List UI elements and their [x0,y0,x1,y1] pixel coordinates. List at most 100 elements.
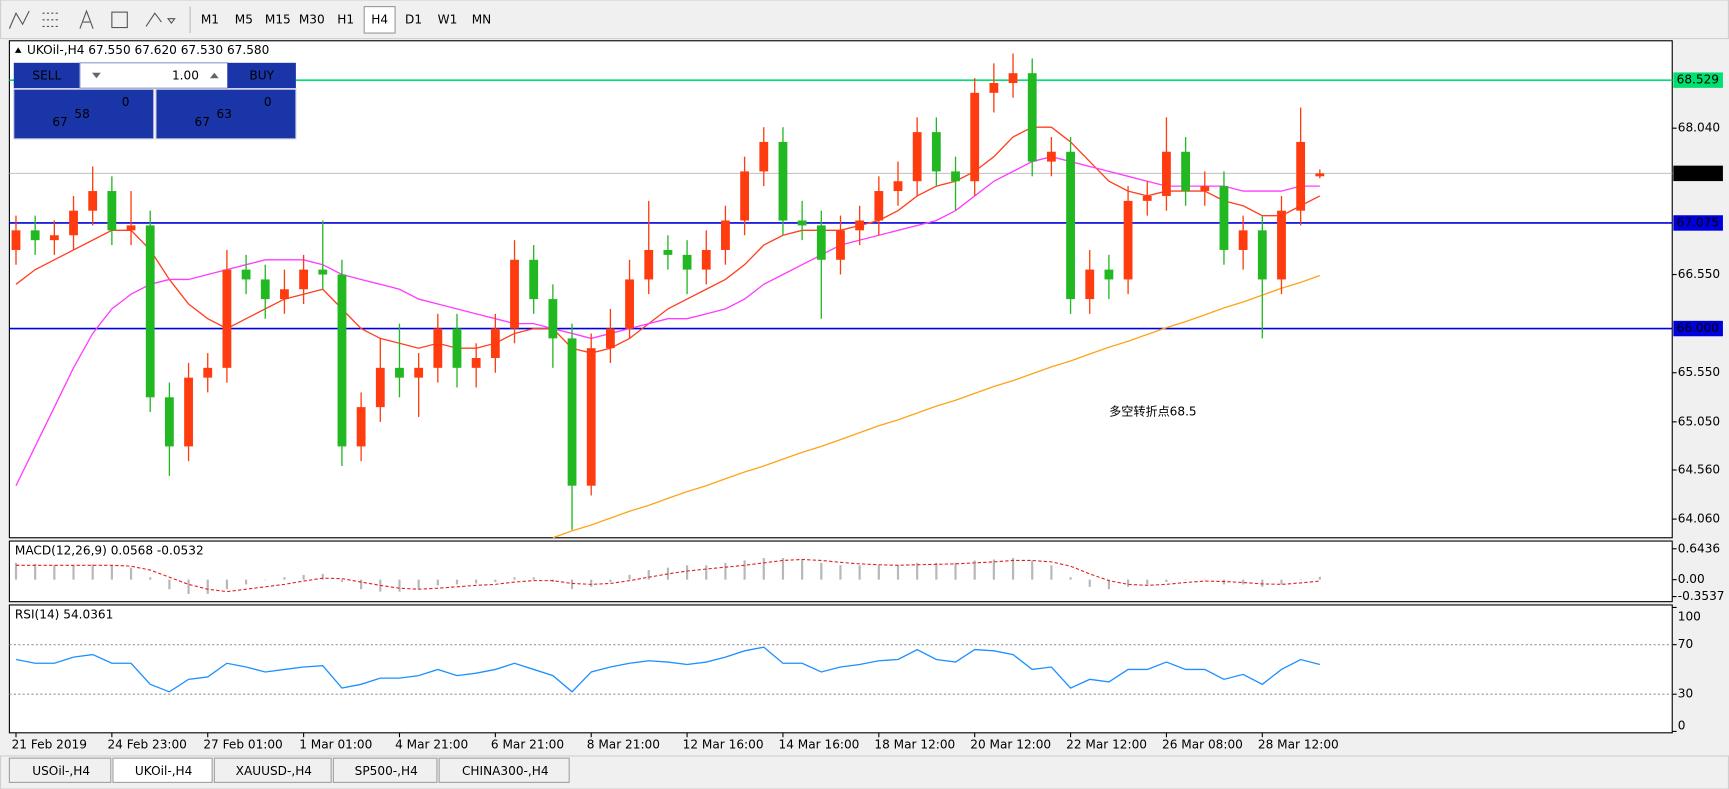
chart-title: UKOil-,H4 67.550 67.620 67.530 67.580 [27,43,269,57]
candle-body [88,191,98,211]
level-label: 66.000 [1677,321,1719,335]
macd-bar [628,574,631,580]
candle-body [874,191,884,221]
macd-bar [896,565,900,580]
rsi-panel [8,604,1673,734]
macd-bar [302,574,305,580]
candle-body [1238,230,1248,250]
candle-body [855,220,865,231]
macd-bar [877,565,880,580]
candle-body [759,141,769,172]
macd-bar [91,564,94,580]
candle-body [164,397,174,447]
tab[interactable] [438,757,570,783]
lot-spinner[interactable] [79,62,229,89]
annotation: 多空转折点68.5 [1109,404,1197,419]
ask-sup: 0 [264,95,272,109]
candle-body [414,367,424,378]
icon-label[interactable] [111,11,128,29]
timeframe-button[interactable]: MN [472,12,492,26]
macd-bar [129,567,133,580]
icon-chart[interactable] [8,10,30,29]
candle-body [337,274,347,447]
candle-body [644,249,654,280]
x-tick-label: 6 Mar 21:00 [491,737,564,751]
tab[interactable] [213,757,332,783]
macd-bar [973,560,976,580]
timeframe-button[interactable]: W1 [438,12,458,26]
candle-body [375,367,385,408]
level-label-box [1673,215,1723,231]
x-tick-label: 26 Mar 08:00 [1162,737,1243,751]
icon-grid[interactable] [42,12,61,27]
candle-body [586,348,596,486]
timeframe-button[interactable]: M15 [265,12,291,26]
macd-signal [15,558,1320,593]
candle-body [682,254,692,270]
macd-bar [1069,577,1072,580]
sell-button[interactable] [13,62,80,89]
timeframe-button[interactable]: M5 [235,12,253,26]
candle-body [126,225,136,231]
macd-bar [935,562,938,580]
candle-body [69,210,78,236]
macd-bar [244,579,248,585]
candle-body [605,328,615,349]
macd-bar [781,558,785,580]
macd-bar [1107,579,1111,590]
macd-bar [1050,565,1053,580]
candle-body [490,328,500,359]
timeframe-button[interactable]: D1 [405,12,422,26]
level-label: 68.529 [1677,73,1719,87]
tab[interactable] [332,757,438,783]
timeframe-button[interactable]: M30 [299,12,325,26]
candle-body [1277,210,1286,280]
y-tick-label: 68.040 [1678,121,1720,135]
level-label: 67.075 [1677,215,1719,229]
timeframe-button[interactable]: H4 [371,12,388,26]
candle-body [1200,186,1210,192]
ask-box[interactable] [155,88,297,140]
candle-body [931,132,941,172]
candle-body [299,269,309,290]
candle-body [1219,186,1229,250]
candle-body [433,328,443,368]
tab-label: CHINA300-,H4 [462,764,549,778]
moving-average [15,156,1320,487]
y-tick-label: 30 [1678,687,1693,701]
y-tick-label: 64.560 [1678,462,1720,476]
x-tick-label: 14 Mar 16:00 [779,737,860,751]
candle-body [1257,230,1267,280]
macd-bar [1261,579,1264,587]
candle-body [184,377,193,447]
macd-bar [1318,576,1321,580]
macd-bar [494,579,497,583]
candle-body [510,259,519,329]
macd-bar [398,579,401,592]
y-tick-label: 0.6436 [1678,541,1720,555]
tab[interactable] [8,757,112,783]
lot-value: 1.00 [172,69,199,83]
candle-body [318,269,328,275]
macd-bar [455,579,459,585]
y-tick-label: 70 [1678,637,1693,651]
candle-body [740,171,750,221]
timeframe-button[interactable]: H1 [337,12,354,26]
y-tick-label: 0 [1678,719,1686,733]
ask-main: 63 [217,107,232,121]
icon-objects[interactable] [145,12,176,27]
macd-bar [110,565,113,580]
buy-button[interactable] [227,62,296,89]
candle-body [701,249,711,270]
x-tick-label: 28 Mar 12:00 [1258,737,1339,751]
timeframe-button[interactable]: M1 [201,12,219,26]
candle-body [1296,141,1306,211]
macd-bar [1280,579,1283,585]
macd-bar [992,559,995,580]
macd-bar [724,562,727,580]
macd-bar [513,577,516,580]
icon-text[interactable] [79,9,94,29]
bid-box[interactable] [13,88,155,140]
tab[interactable] [112,757,213,783]
y-tick-label: 65.550 [1678,365,1720,379]
